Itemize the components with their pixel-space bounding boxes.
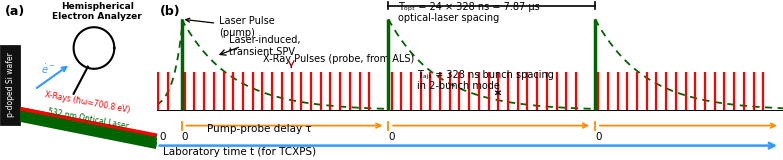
Text: 0: 0: [595, 132, 601, 142]
Text: 0: 0: [182, 132, 188, 142]
Text: Laser Pulse
(pump): Laser Pulse (pump): [186, 16, 275, 38]
Text: Pump-probe delay τ: Pump-probe delay τ: [207, 124, 312, 134]
Text: X-Ray Pulses (probe, from ALS): X-Ray Pulses (probe, from ALS): [263, 54, 414, 64]
Text: $\dot{e}^-$: $\dot{e}^-$: [41, 62, 55, 76]
Text: 0: 0: [388, 132, 395, 142]
Text: (b): (b): [160, 5, 180, 18]
Text: Tₒₚₜ = 24 × 328 ns = 7.87 μs
optical-laser spacing: Tₒₚₜ = 24 × 328 ns = 7.87 μs optical-las…: [398, 2, 539, 23]
Text: 532 nm Optical Laser: 532 nm Optical Laser: [46, 107, 129, 131]
Text: Hemispherical
Electron Analyzer: Hemispherical Electron Analyzer: [52, 2, 142, 21]
Text: (a): (a): [5, 5, 25, 18]
Bar: [0, 45, 20, 125]
Text: Laboratory time t (for TCXPS): Laboratory time t (for TCXPS): [163, 147, 316, 157]
Text: 0: 0: [160, 132, 166, 142]
Text: Tₐⱼₛ = 328 ns bunch spacing
in 2-bunch mode: Tₐⱼₛ = 328 ns bunch spacing in 2-bunch m…: [417, 70, 554, 91]
Text: p-doped Si wafer: p-doped Si wafer: [5, 52, 15, 117]
Text: Laser-induced,
transient SPV: Laser-induced, transient SPV: [229, 35, 300, 57]
Text: X-Rays (ħω=700.8 eV): X-Rays (ħω=700.8 eV): [45, 90, 131, 115]
